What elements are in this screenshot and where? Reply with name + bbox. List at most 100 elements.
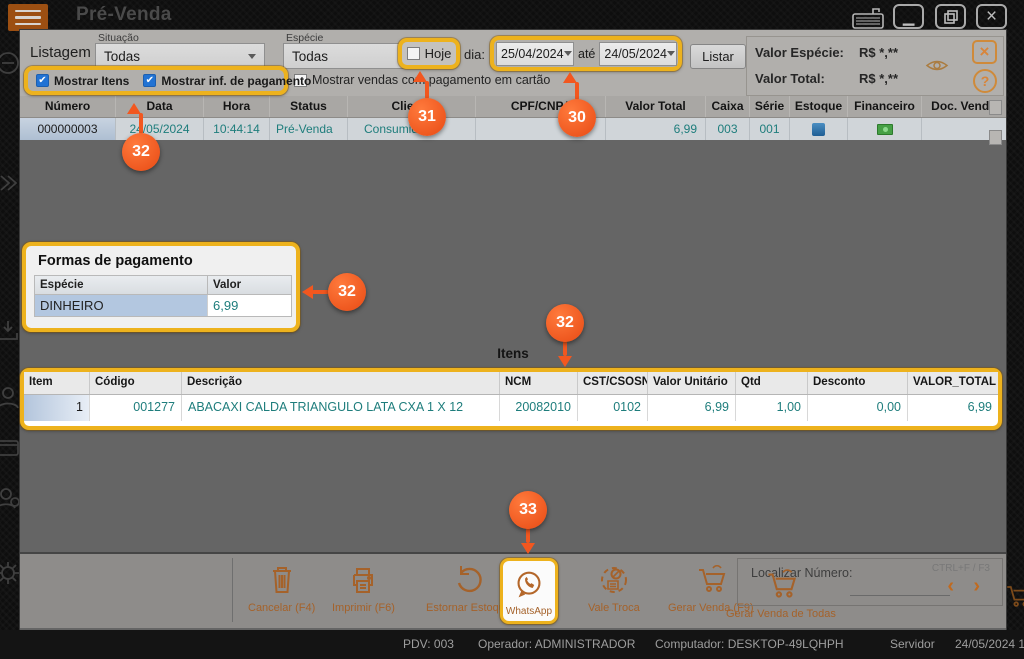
cancelar-label: Cancelar (F4) [248,602,316,614]
date-from-select[interactable]: 25/04/2024 [496,41,574,66]
estornar-estoque-button[interactable]: Estornar Estoque [426,560,511,614]
mostrar-cartao-option[interactable]: Mostrar vendas com pagamento em cartão [294,73,550,87]
imprimir-button[interactable]: Imprimir (F6) [332,560,395,614]
date-to-select[interactable]: 24/05/2024 [599,41,678,66]
checked-checkbox[interactable]: ✔ [143,74,157,87]
formas-pagamento-title: Formas de pagamento [38,253,193,269]
bottom-toolbar: Cancelar (F4) Imprimir (F6) Estornar Est… [20,552,1006,628]
col-codigo: Código [90,372,182,394]
cell-estoque [790,118,848,140]
restore-button[interactable] [935,4,966,29]
sales-table-header: Número Data Hora Status Cliente CPF/CNPJ… [20,96,1006,118]
cell-codigo: 001277 [90,395,182,421]
cell-item: 1 [24,395,90,421]
restore-icon [943,9,958,24]
scrollbar-nub[interactable] [989,100,1002,115]
close-icon: × [979,42,990,61]
chevron-down-icon [666,51,675,56]
itens-table: Item Código Descrição NCM CST/CSOSN Valo… [20,368,1002,430]
col-desconto: Desconto [808,372,908,394]
sales-table-row[interactable]: 000000003 24/05/2024 10:44:14 Pré-Venda … [20,118,1006,140]
cell-financeiro [848,118,922,140]
cancelar-button[interactable]: Cancelar (F4) [248,560,315,614]
toolbar-divider [232,558,233,622]
callout-30-arrowhead [563,72,577,83]
col-valor-unitario: Valor Unitário [648,372,736,394]
sidebar-settings-icon[interactable] [0,558,20,588]
mostrar-itens-option[interactable]: ✔ Mostrar Itens [36,74,129,88]
vale-troca-label: Vale Troca [588,602,640,614]
hoje-highlight-box: Hoje [398,38,460,69]
col-caixa: Caixa [706,96,750,117]
callout-30: 30 [558,99,596,137]
col-financeiro: Financeiro [848,96,922,117]
sidebar-download-icon[interactable] [0,315,20,345]
listar-button[interactable]: Listar [690,44,746,69]
hoje-checkbox[interactable] [406,47,420,60]
item-row[interactable]: 1 001277 ABACAXI CALDA TRIANGULO LATA CX… [24,395,998,421]
cell-serie: 001 [750,118,790,140]
payment-row[interactable]: DINHEIRO 6,99 [35,295,291,316]
virtual-keyboard-icon[interactable] [851,6,887,30]
sidebar-support-icon[interactable] [0,482,20,512]
gerar-venda-todas-button[interactable]: Gerar Venda de Todas [726,564,836,620]
callout-31-arrowhead [413,71,427,82]
hoje-label: Hoje [424,46,452,61]
status-datetime: 24/05/2024 10:44 [955,637,1024,651]
cell-valor-total: 6,99 [606,118,706,140]
col-cst-csosn: CST/CSOSN [578,372,648,394]
previous-arrow-button[interactable]: ‹ [947,575,954,597]
scrollbar-nub[interactable] [989,130,1002,145]
especie-value: Todas [292,48,329,64]
col-cpf-cnpj: CPF/CNPJ [476,96,606,117]
cart-icon [768,569,796,598]
gerar-venda-label: Gerar Venda (F9) [668,602,754,614]
mostrar-pagamento-label: Mostrar inf. de pagamento [161,73,312,88]
question-icon: ? [980,73,990,89]
vale-troca-icon [600,567,627,593]
checked-checkbox[interactable]: ✔ [36,74,49,87]
col-numero: Número [20,96,116,117]
cell-numero: 000000003 [20,118,116,140]
valor-total-label: Valor Total: [755,71,825,86]
sidebar-wallet-icon[interactable] [0,432,20,462]
localizar-label: Localizar Número: [751,566,853,580]
hamburger-menu-button[interactable] [8,4,48,31]
minimize-glyph: ▁ [902,8,915,26]
show-values-eye-icon[interactable] [925,57,949,74]
cell-especie: DINHEIRO [35,295,207,316]
col-valor-total: Valor Total [606,96,706,117]
panel-close-button[interactable]: × [972,40,997,64]
callout-33: 33 [509,491,547,529]
situacao-label: Situação [98,32,139,44]
cell-qtd: 1,00 [736,395,808,421]
whatsapp-icon [517,571,541,597]
date-range-highlight-box: 25/04/2024 até 24/05/2024 [490,36,682,71]
unchecked-checkbox[interactable] [294,73,307,87]
callout-32a-arrowhead [127,103,141,114]
cell-data: 24/05/2024 [116,118,204,140]
col-ncm: NCM [500,372,578,394]
col-valor: Valor [207,276,291,294]
col-data: Data [116,96,204,117]
sidebar-user-icon[interactable] [0,382,20,412]
gerar-venda-todas-label: Gerar Venda de Todas [726,608,836,620]
localizar-numero-input[interactable] [850,595,950,596]
callout-32c-arrow [563,341,567,356]
whatsapp-button[interactable]: WhatsApp [500,558,558,624]
localizar-numero-group: Localizar Número: CTRL+F / F3 ‹ › [737,558,1003,606]
callout-32b-arrow [312,290,329,294]
date-to-value: 24/05/2024 [604,46,667,61]
ate-label: até [578,46,596,61]
next-arrow-button[interactable]: › [973,575,980,597]
sidebar-remove-icon[interactable] [0,48,20,78]
gerar-venda-button[interactable]: Gerar Venda (F9) [668,560,754,614]
close-window-button[interactable]: × [976,4,1007,29]
help-button[interactable]: ? [973,69,997,93]
minimize-button[interactable]: ▁ [893,4,924,29]
mostrar-pagamento-option[interactable]: ✔ Mostrar inf. de pagamento [143,74,311,88]
vale-troca-button[interactable]: Vale Troca [588,560,640,614]
sidebar-list-icon[interactable] [0,168,20,198]
status-pdv: PDV: 003 [403,637,454,651]
